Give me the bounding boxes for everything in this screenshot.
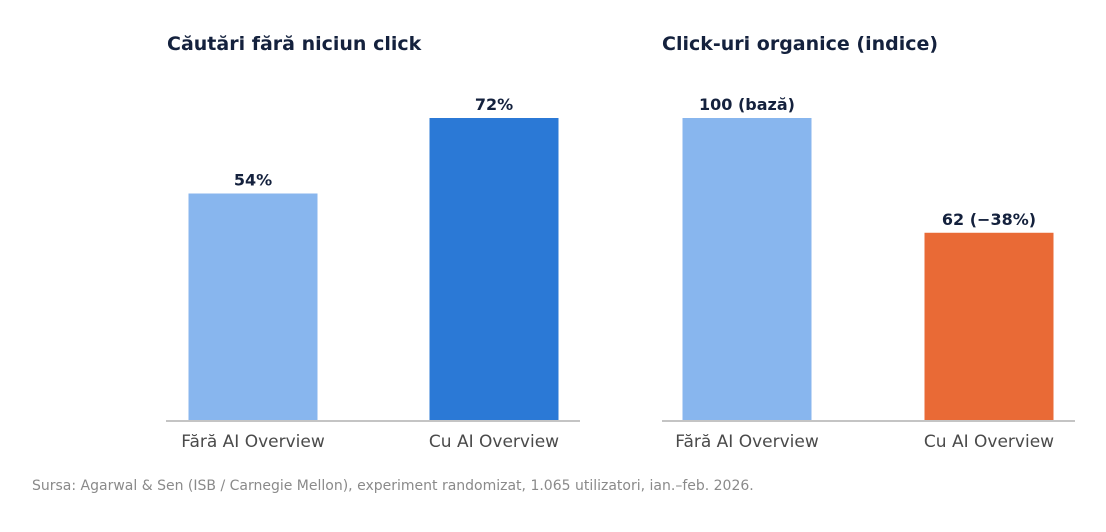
- chart-2-bar-2: [924, 232, 1054, 420]
- chart-2-tick-label-2: Cu AI Overview: [924, 432, 1054, 452]
- chart-2-data-label-1: 100 (bază): [699, 95, 795, 114]
- chart-2-title: Click-uri organice (indice): [662, 33, 938, 55]
- chart-1-bar-2: [429, 118, 559, 420]
- chart-1-tick-label-1: Fără AI Overview: [181, 432, 325, 452]
- chart-2-data-label-2: 62 (−38%): [942, 210, 1036, 229]
- chart-2-tick-label-1: Fără AI Overview: [675, 432, 819, 452]
- chart-1-data-label-2: 72%: [475, 95, 513, 114]
- chart-1-data-label-1: 54%: [234, 171, 272, 190]
- chart-1-title: Căutări fără niciun click: [167, 33, 422, 55]
- source-note: Sursa: Agarwal & Sen (ISB / Carnegie Mel…: [32, 478, 754, 494]
- chart-1-tick-label-2: Cu AI Overview: [429, 432, 559, 452]
- chart-1-bar-1: [188, 193, 318, 420]
- chart-2-bar-1: [682, 118, 812, 420]
